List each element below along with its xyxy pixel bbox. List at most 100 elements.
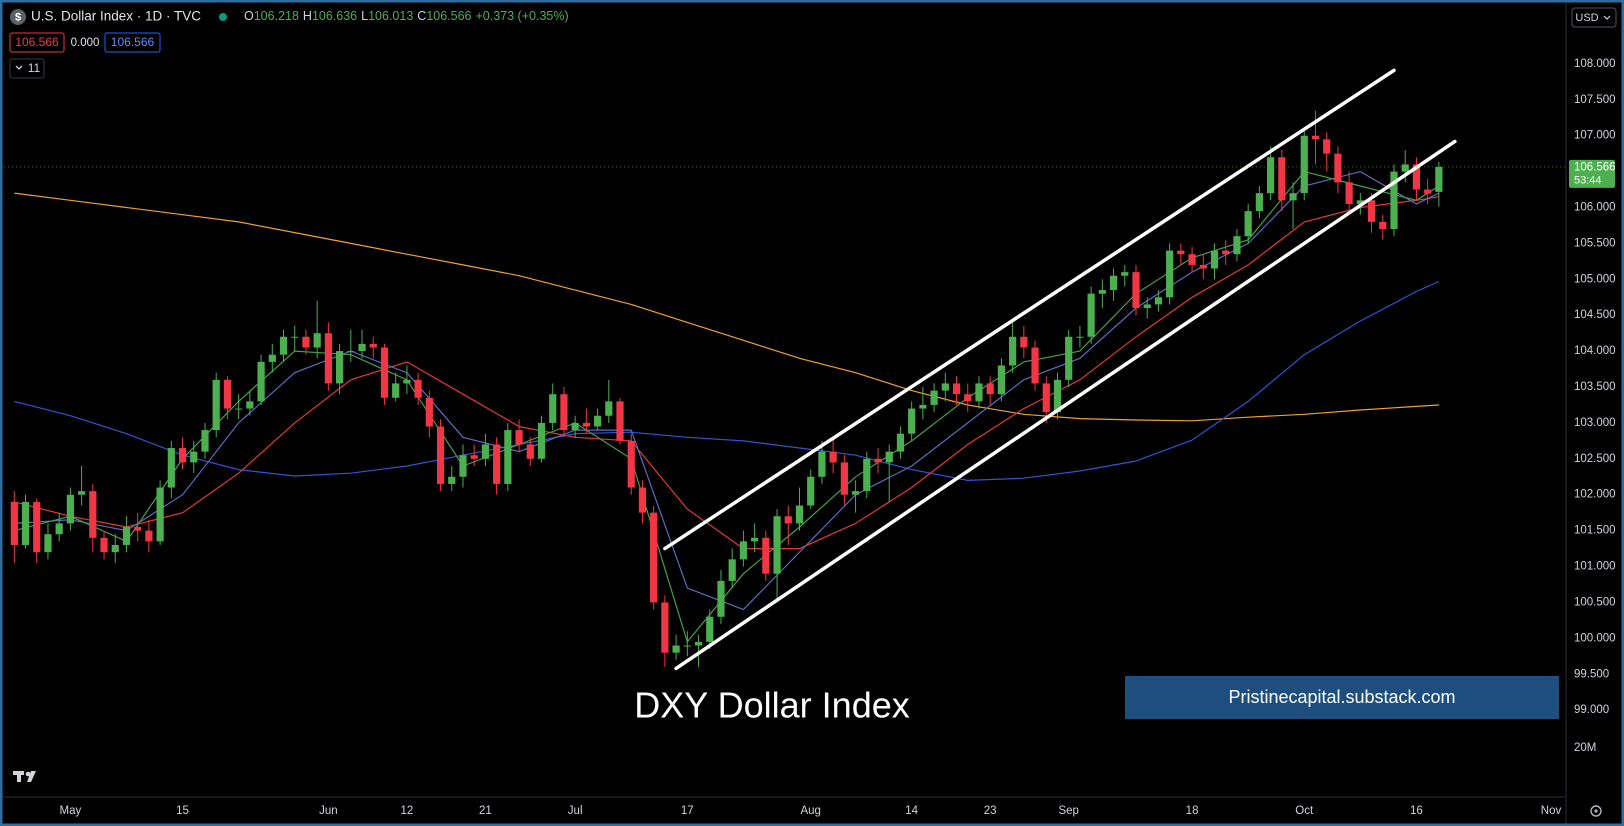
candle-body — [257, 361, 265, 402]
y-tick-label: 100.000 — [1574, 632, 1616, 644]
ohlc-legend: O106.218 H106.636 L106.013 C106.566 +0.373 (… — [244, 9, 569, 23]
candle-body — [762, 537, 770, 574]
volume-scale-label: 20M — [1574, 742, 1596, 754]
candle-body — [616, 401, 624, 441]
candle-body — [235, 408, 243, 410]
trendline — [674, 139, 1457, 671]
candle-body — [896, 433, 905, 452]
candle-body — [33, 501, 41, 553]
candle-body — [1121, 272, 1129, 276]
indicator-count[interactable]: 11 — [28, 61, 41, 75]
candle-body — [683, 645, 691, 647]
indicator-toggle[interactable] — [9, 58, 45, 79]
candle-body — [1367, 200, 1376, 222]
y-tick-label: 105.500 — [1574, 237, 1616, 249]
candle-body — [212, 379, 220, 431]
candle-body — [347, 351, 355, 353]
candle-body — [560, 394, 568, 431]
candle-body — [66, 494, 74, 524]
candle-body — [840, 462, 848, 495]
candle-body — [807, 476, 815, 506]
watermark: DXY Dollar Index — [634, 685, 909, 726]
candle-body — [1009, 336, 1017, 366]
candle-body — [1188, 254, 1196, 265]
candle-body — [1065, 336, 1073, 380]
badge-text: 0.000 — [71, 37, 100, 49]
chevron-icon — [15, 65, 23, 70]
candle-body — [223, 379, 232, 409]
candle-body — [100, 537, 108, 553]
candle-body — [672, 645, 680, 653]
candle-body — [1154, 297, 1163, 305]
candle-body — [380, 347, 389, 398]
candle-body — [997, 365, 1005, 395]
candle-body — [1166, 250, 1174, 298]
x-tick-label: 15 — [176, 805, 189, 817]
countdown: 53:44 — [1574, 174, 1602, 186]
candle-body — [10, 501, 18, 545]
candle-body — [930, 390, 938, 405]
x-tick-label: 16 — [1410, 805, 1423, 817]
candle-body — [1334, 153, 1342, 183]
y-tick-label: 104.500 — [1574, 309, 1616, 321]
x-tick-label: 17 — [681, 805, 694, 817]
candle-body — [1311, 135, 1320, 140]
y-tick-label: 107.500 — [1574, 94, 1616, 106]
candle-body — [919, 404, 927, 409]
candle-body — [44, 534, 52, 553]
ohlc-label: L — [361, 9, 368, 23]
y-tick-label: 99.000 — [1574, 704, 1609, 716]
candle-body — [851, 491, 860, 495]
candle-body — [268, 354, 276, 362]
symbol-title: U.S. Dollar Index · 1D · TVC — [31, 9, 201, 24]
x-tick-label: 18 — [1186, 805, 1199, 817]
x-tick-label: 23 — [984, 805, 997, 817]
badge-text: 106.566 — [15, 35, 59, 49]
candle-body — [605, 401, 613, 416]
last-price-box — [1569, 159, 1615, 188]
moving-average — [14, 170, 1440, 611]
ohlc-label: H — [303, 9, 312, 23]
x-tick-label: 21 — [479, 805, 492, 817]
badge-text: 106.566 — [111, 35, 155, 49]
candle-body — [784, 516, 792, 524]
candle-body — [156, 487, 164, 542]
candle-body — [1356, 200, 1364, 204]
settings-icon[interactable] — [1590, 805, 1602, 817]
candle-body — [1109, 275, 1118, 291]
candle-body — [773, 516, 781, 574]
currency[interactable]: USD — [1575, 12, 1598, 24]
candle-body — [526, 444, 534, 459]
candle-body — [459, 455, 467, 477]
candle-body — [291, 336, 299, 338]
candle-body — [369, 343, 377, 348]
currency-button[interactable] — [1571, 7, 1617, 28]
x-tick-label: Jun — [319, 805, 338, 817]
candle-body — [335, 351, 344, 384]
candle-body — [661, 602, 669, 653]
candle-body — [941, 383, 949, 391]
candle-body — [1132, 272, 1140, 309]
candle-body — [1255, 193, 1263, 212]
candle-body — [78, 491, 86, 495]
candle-body — [751, 537, 759, 542]
tv-logo — [13, 771, 36, 782]
x-tick-label: Nov — [1541, 805, 1562, 817]
candle-body — [190, 451, 198, 463]
market-status — [219, 13, 227, 21]
x-tick-label: Oct — [1295, 805, 1314, 817]
candle-body — [1098, 290, 1106, 294]
candle-body — [392, 383, 400, 398]
candle-body — [593, 415, 602, 427]
candle-body — [302, 336, 310, 348]
candle-body — [1020, 336, 1028, 348]
candle-body — [470, 455, 478, 459]
candle-body — [571, 422, 579, 431]
candle-body — [448, 476, 456, 484]
candle-body — [1300, 135, 1308, 194]
candle-body — [1401, 164, 1409, 172]
candle-body — [178, 448, 187, 463]
y-tick-label: 106.000 — [1574, 202, 1616, 214]
